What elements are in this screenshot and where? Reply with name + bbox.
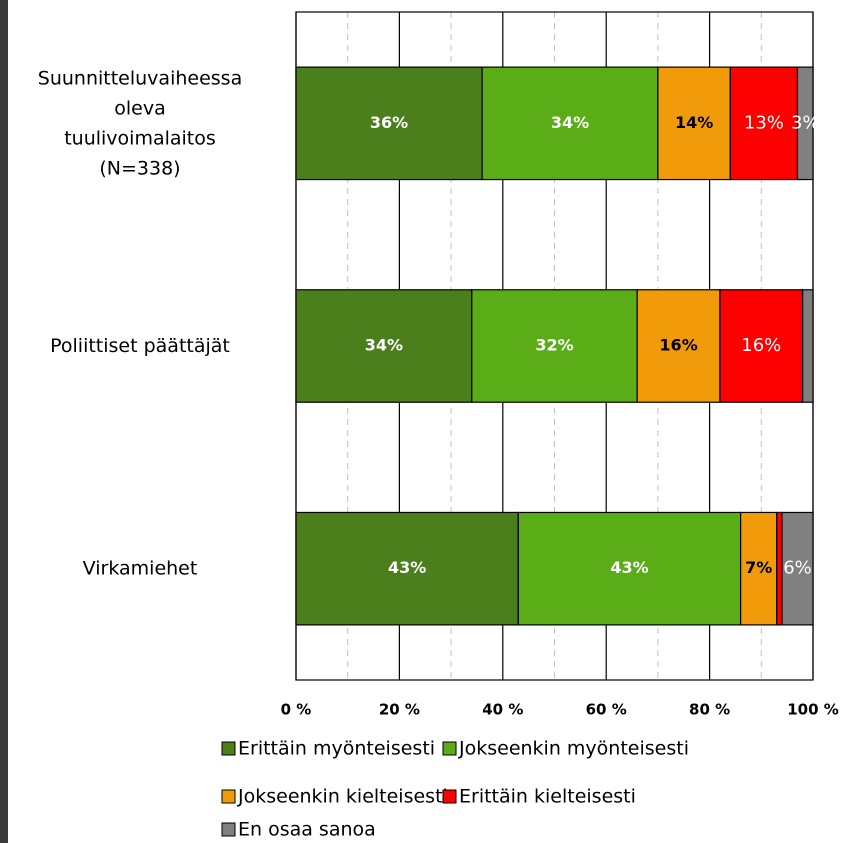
data-label: 34%	[365, 336, 403, 355]
y-tick-label: Suunnitteluvaiheessa oleva tuulivoimalaito…	[38, 67, 242, 179]
bar-segment	[729, 66, 799, 181]
data-label: 36%	[370, 113, 408, 132]
data-label: 43%	[388, 558, 426, 577]
bar-segment	[776, 511, 783, 626]
y-tick-label-line: Poliittiset päättäjät	[50, 335, 230, 357]
legend-label: En osaa sanoa	[238, 819, 376, 841]
y-tick-label-line: Suunnitteluvaiheessa	[38, 67, 242, 89]
bar-segment	[802, 289, 814, 403]
bar-segment	[295, 289, 473, 403]
bar-segment	[796, 66, 814, 181]
legend-swatch	[442, 789, 457, 804]
data-label: 16%	[741, 335, 781, 356]
legend-swatch	[221, 789, 236, 804]
bar-segment	[636, 289, 721, 403]
data-label: 14%	[675, 113, 713, 132]
y-tick-label: Virkamiehet	[83, 557, 198, 579]
y-tick-label-line: (N=338)	[99, 157, 180, 179]
legend-label: Erittäin myönteisesti	[238, 738, 435, 760]
y-tick-label: Poliittiset päättäjät	[50, 335, 230, 357]
y-tick-label-line: Virkamiehet	[83, 557, 198, 579]
x-tick-label: 100 %	[787, 701, 839, 719]
left-edge	[0, 0, 8, 843]
data-label: 16%	[659, 336, 697, 355]
legend-swatch	[221, 822, 236, 837]
bar-segment	[295, 66, 483, 181]
data-label: 3%	[791, 112, 820, 133]
data-label: 32%	[535, 336, 573, 355]
x-tick-label: 20 %	[379, 701, 420, 719]
y-tick-label-line: oleva	[114, 97, 165, 119]
x-tick-label: 60 %	[586, 701, 627, 719]
data-label: 7%	[745, 558, 772, 577]
x-tick-label: 80 %	[689, 701, 730, 719]
y-tick-label-line: tuulivoimalaitos	[64, 127, 216, 149]
bar-segment	[719, 289, 804, 403]
x-tick-label: 40 %	[482, 701, 523, 719]
data-label: 43%	[610, 558, 648, 577]
x-tick-label: 0 %	[281, 701, 312, 719]
bar-segment	[781, 511, 814, 626]
legend-swatch	[221, 741, 236, 756]
bar-segment	[481, 66, 659, 181]
legend-label: Jokseenkin kielteisesti	[237, 786, 448, 808]
data-label: 13%	[744, 112, 784, 133]
bar-segment	[295, 511, 519, 626]
legend-label: Jokseenkin myönteisesti	[458, 738, 689, 760]
data-label: 34%	[551, 113, 589, 132]
legend-label: Erittäin kielteisesti	[459, 786, 636, 808]
legend-swatch	[442, 741, 457, 756]
data-label: 6%	[783, 558, 812, 579]
bar-segment	[740, 511, 778, 626]
